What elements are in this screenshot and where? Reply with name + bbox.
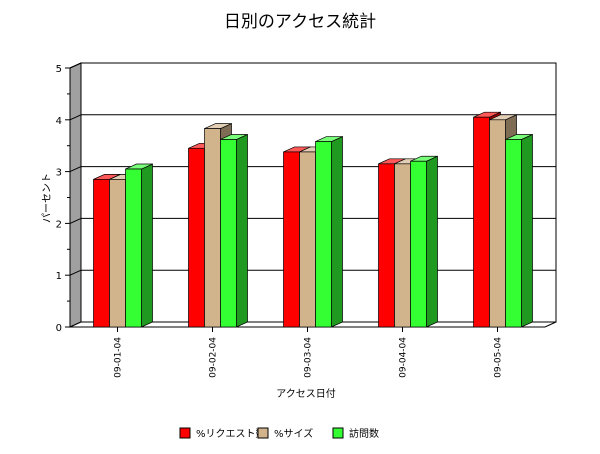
bar: [505, 133, 533, 328]
legend-label: %サイズ: [274, 427, 313, 440]
bar-side: [236, 133, 248, 328]
bar-side: [521, 133, 533, 328]
bar-front: [109, 179, 126, 328]
x-tick-label: 09-01-04: [114, 337, 124, 378]
bar: [315, 136, 343, 328]
x-axis-label: アクセス日付: [276, 387, 336, 400]
legend-label: 訪問数: [349, 427, 379, 440]
legend-label: %リクエスト数: [196, 427, 266, 440]
bar-front: [204, 128, 221, 328]
x-tick-label: 09-02-04: [209, 337, 219, 378]
bar-front: [489, 119, 506, 328]
bar: [125, 163, 153, 328]
plot-area: 0 1 2 3 4 5 09-01-04 09-02-04 09-03-04 09-04-04 09…: [56, 62, 557, 378]
legend-swatch: [332, 427, 344, 439]
bar-front: [410, 160, 427, 328]
bar-front: [283, 151, 300, 328]
gridline-side: [69, 269, 82, 276]
y-axis-label: パーセント: [41, 173, 53, 223]
bar-front: [394, 163, 411, 328]
bar-front: [473, 116, 490, 328]
y-tick-label: 0: [56, 323, 62, 334]
side-wall: [69, 62, 82, 328]
y-tick-label: 1: [56, 271, 62, 282]
bar-side: [331, 136, 343, 328]
legend-item: %リクエスト数: [179, 427, 266, 440]
bar: [410, 155, 438, 328]
y-tick-label: 4: [56, 116, 62, 127]
x-tick-label: 09-03-04: [304, 337, 314, 378]
gridline-side: [69, 114, 82, 121]
bar-front: [378, 163, 395, 328]
bar-front: [125, 168, 142, 328]
bar: [220, 133, 248, 328]
legend-item: 訪問数: [332, 427, 379, 440]
gridline-side: [69, 62, 82, 69]
y-tick-label: 2: [56, 219, 62, 230]
legend-swatch: [179, 427, 191, 439]
x-tick-label: 09-04-04: [399, 337, 409, 378]
bar-front: [220, 139, 237, 328]
gridline-side: [69, 166, 82, 173]
y-tick-label: 5: [56, 64, 62, 75]
chart-title: 日別のアクセス統計: [224, 12, 376, 32]
bar-front: [315, 141, 332, 328]
x-tick-label: 09-05-04: [494, 337, 504, 378]
bar-side: [426, 155, 438, 328]
legend: %リクエスト数 %サイズ 訪問数: [179, 427, 379, 440]
y-tick-label: 3: [56, 168, 62, 179]
gridline-side: [69, 217, 82, 224]
bar-front: [93, 179, 110, 328]
legend-item: %サイズ: [257, 427, 313, 440]
bar-side: [141, 163, 153, 328]
bar-front: [505, 139, 522, 328]
bar-front: [188, 147, 205, 328]
bar-front: [299, 151, 316, 328]
legend-swatch: [257, 427, 269, 439]
